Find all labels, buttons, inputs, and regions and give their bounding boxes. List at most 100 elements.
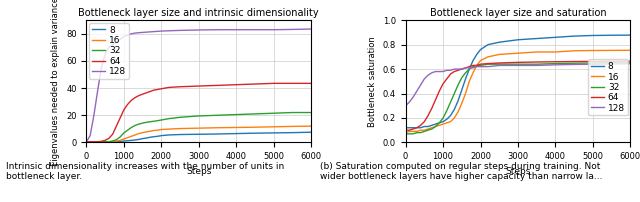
8 [165,134,173,136]
X-axis label: Steps: Steps [506,167,531,176]
8 [90,141,98,143]
8 [83,141,90,143]
128 [417,84,424,86]
64 [454,69,462,72]
16 [439,123,447,125]
8 [109,141,116,143]
64 [627,60,634,62]
16 [406,130,413,133]
8 [417,126,424,129]
64 [270,82,278,85]
16 [402,132,410,134]
16 [627,49,634,52]
32 [289,111,296,114]
8 [413,126,420,129]
32 [589,62,596,64]
128 [533,64,541,67]
128 [420,78,428,80]
16 [157,128,165,131]
Line: 16: 16 [86,126,311,142]
16 [195,127,203,129]
32 [120,132,128,134]
32 [154,119,161,122]
32 [214,114,221,117]
128 [289,28,296,31]
128 [514,64,522,67]
128 [97,66,105,69]
128 [105,46,113,48]
16 [86,141,94,143]
16 [514,52,522,54]
8 [589,34,596,37]
16 [432,125,440,128]
16 [608,49,616,52]
16 [97,141,105,143]
128 [195,29,203,31]
64 [469,64,477,67]
8 [120,140,128,142]
16 [90,141,98,143]
32 [409,133,417,135]
128 [116,38,124,40]
128 [413,90,420,92]
64 [101,139,109,142]
64 [90,141,98,143]
64 [307,82,315,85]
Line: 128: 128 [86,29,311,142]
64 [232,83,240,86]
128 [232,28,240,31]
32 [113,139,120,141]
32 [195,115,203,117]
8 [94,141,102,143]
8 [105,141,113,143]
8 [424,125,432,128]
64 [135,94,143,97]
16 [83,141,90,143]
8 [570,35,578,37]
128 [90,114,98,117]
16 [113,140,120,142]
8 [533,37,541,40]
8 [270,132,278,134]
16 [251,126,259,128]
128 [435,70,443,73]
128 [147,31,154,33]
16 [495,53,503,56]
16 [270,126,278,128]
16 [589,49,596,52]
128 [154,30,161,33]
32 [461,72,469,74]
64 [589,60,596,63]
128 [143,31,150,33]
128 [113,41,120,43]
32 [157,119,165,121]
128 [484,65,492,68]
64 [413,126,420,129]
32 [147,121,154,123]
64 [514,61,522,64]
8 [147,136,154,138]
128 [127,33,135,35]
8 [451,108,458,111]
8 [113,141,120,143]
64 [147,90,154,93]
8 [131,139,139,141]
8 [473,53,481,56]
64 [154,88,161,91]
128 [627,62,634,65]
64 [127,99,135,102]
32 [443,109,451,112]
128 [251,28,259,31]
8 [214,133,221,135]
8 [86,141,94,143]
128 [109,43,116,46]
8 [447,114,454,117]
16 [409,130,417,133]
8 [195,133,203,136]
8 [552,36,559,39]
8 [627,34,634,36]
16 [454,111,462,113]
64 [608,60,616,62]
128 [124,34,131,36]
16 [124,136,131,139]
